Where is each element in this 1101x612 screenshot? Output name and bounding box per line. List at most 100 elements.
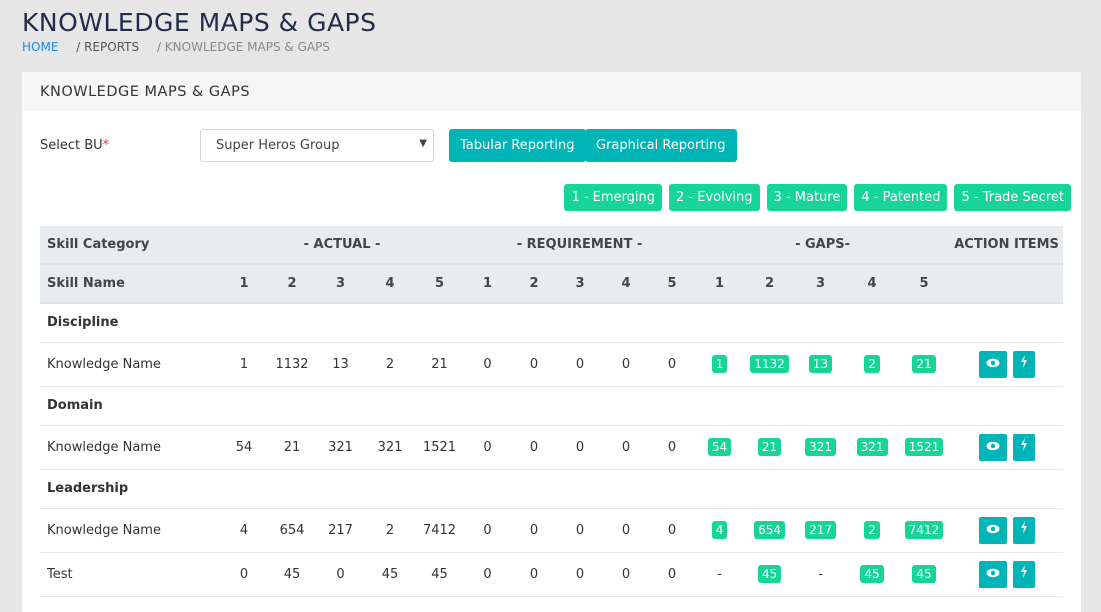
requirement-value: 0 [511,342,558,387]
gap-cell: 1521 [898,425,951,470]
actual-value: 321 [316,425,365,470]
bu-select[interactable]: Super Heros Group ▼ [200,129,434,162]
actual-value: 45 [365,552,415,597]
requirement-value: 0 [464,342,512,387]
gap-cell: 45 [846,552,899,597]
card-title: KNOWLEDGE MAPS & GAPS [22,72,1081,111]
header-skill-category: Skill Category [40,226,220,264]
gap-badge: 45 [912,565,936,583]
header-level: 3 [795,263,847,304]
view-button[interactable] [978,516,1007,544]
view-button[interactable] [978,560,1007,588]
actual-value: 21 [268,425,316,470]
category-name: Leadership [40,469,1064,509]
requirement-value: 0 [464,425,512,470]
gap-badge: 321 [805,438,836,456]
category-name: Discipline [40,303,1064,343]
actual-value: 1132 [268,342,316,387]
gap-cell: 7412 [898,508,951,553]
header-level: 5 [898,263,951,304]
requirement-value: 0 [511,425,558,470]
requirement-value: 0 [603,508,650,553]
header-level: 1 [220,263,268,304]
requirement-value: 0 [464,508,512,553]
gap-badge: 1132 [750,355,789,373]
bolt-icon [1020,354,1027,368]
gap-badge: 7412 [904,521,944,539]
action-cell [950,425,1064,470]
caret-down-icon: ▼ [419,138,427,149]
action-button[interactable] [1012,560,1035,588]
eye-icon [986,524,1000,533]
skill-name: Knowledge Name [40,508,220,553]
gap-badge: 2 [864,355,880,373]
gap-badge: 217 [805,521,836,539]
gap-badge: 45 [757,565,782,583]
gap-badge: 654 [754,521,785,539]
gap-cell: 321 [795,425,847,470]
actual-value: 321 [365,425,415,470]
actual-value: 2 [365,508,415,553]
breadcrumb: HOME / REPORTS / KNOWLEDGE MAPS & GAPS [22,40,344,54]
requirement-value: 0 [649,552,696,597]
category-name: Domain [40,386,1064,426]
requirement-value: 0 [649,508,696,553]
header-requirement: - REQUIREMENT - [464,226,696,264]
actual-value: 1521 [415,425,465,470]
action-button[interactable] [1012,433,1035,461]
graphical-reporting-button[interactable]: Graphical Reporting [585,129,737,162]
action-cell [950,508,1064,553]
requirement-value: 0 [603,342,650,387]
gap-badge: 45 [860,565,884,583]
legend-badge: 2 - Evolving [669,184,760,211]
header-level: 4 [603,263,650,304]
gap-badge: 21 [757,438,782,456]
legend-badge: 1 - Emerging [564,184,663,211]
gap-cell: 21 [744,425,796,470]
tabular-reporting-button[interactable]: Tabular Reporting [449,129,586,162]
requirement-value: 0 [557,425,604,470]
actual-value: 45 [268,552,316,597]
category-row: Leadership [40,469,1064,509]
actual-value: 2 [365,342,415,387]
bolt-icon [1020,564,1027,578]
eye-icon [986,358,1000,367]
view-button[interactable] [978,350,1007,378]
gap-cell: 2 [846,342,899,387]
header-level: 3 [316,263,365,304]
breadcrumb-reports[interactable]: / REPORTS [76,40,140,54]
header-level: 4 [846,263,899,304]
actual-value: 13 [316,342,365,387]
requirement-value: 0 [649,425,696,470]
requirement-value: 0 [603,425,650,470]
legend-badge: 4 - Patented [854,184,948,211]
bu-select-value: Super Heros Group [216,138,340,153]
gap-cell: 217 [795,508,847,553]
category-row: Domain [40,386,1064,426]
action-button[interactable] [1012,350,1035,378]
header-level: 5 [415,263,465,304]
report-card: KNOWLEDGE MAPS & GAPS Select BU* Super H… [22,72,1081,612]
bolt-icon [1020,520,1027,534]
gap-cell: 45 [898,552,951,597]
action-button[interactable] [1012,516,1035,544]
breadcrumb-home[interactable]: HOME [22,40,59,54]
header-skill-name: Skill Name [40,263,220,304]
gap-cell: 1132 [744,342,796,387]
gap-cell: 654 [744,508,796,553]
requirement-value: 0 [557,508,604,553]
gap-cell: 45 [744,552,796,597]
gaps-table: Skill Category - ACTUAL - - REQUIREMENT … [40,226,1064,597]
header-level: 4 [365,263,415,304]
breadcrumb-current: / KNOWLEDGE MAPS & GAPS [156,40,330,54]
requirement-value: 0 [649,342,696,387]
gap-value: - [695,552,745,597]
header-level: 2 [268,263,316,304]
label-text: Select BU [40,138,103,153]
skill-name: Knowledge Name [40,342,220,387]
view-button[interactable] [978,433,1007,461]
requirement-value: 0 [464,552,512,597]
actual-value: 654 [268,508,316,553]
requirement-value: 0 [511,552,558,597]
actual-value: 45 [415,552,465,597]
